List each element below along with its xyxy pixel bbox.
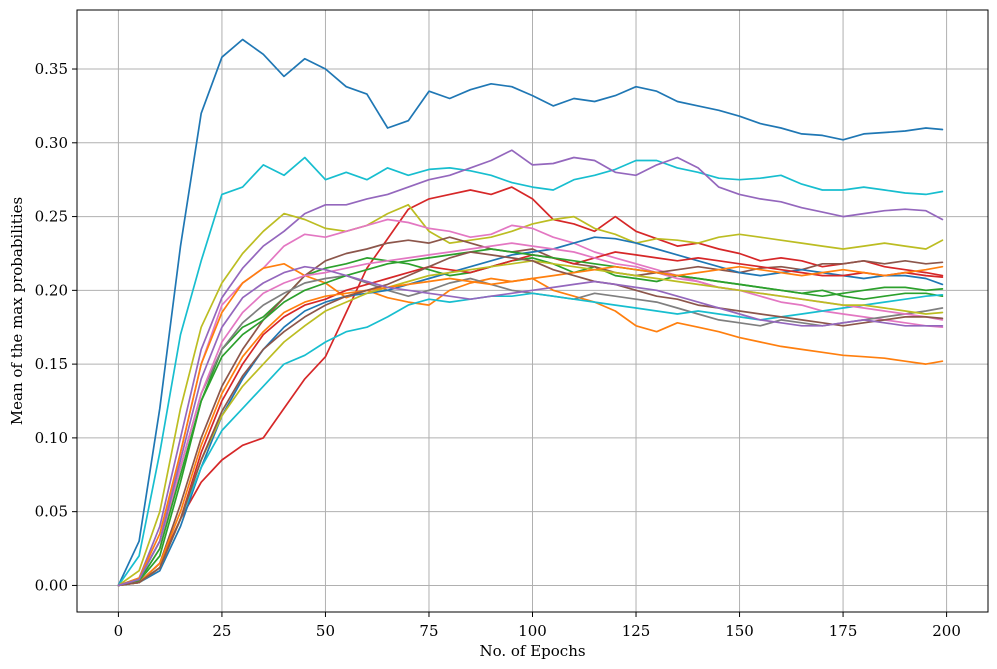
- y-tick-label: 0.10: [35, 429, 68, 447]
- y-axis-ticks: 0.00 0.05 0.10 0.15 0.20 0.25 0.30 0.35: [35, 60, 77, 594]
- series-line-8: [117, 257, 944, 587]
- series-line-17: [117, 265, 944, 587]
- y-tick-label: 0.05: [35, 503, 68, 521]
- x-tick-label: 75: [419, 622, 438, 640]
- x-tick-label: 125: [622, 622, 651, 640]
- y-tick-label: 0.00: [35, 576, 68, 594]
- x-tick-label: 100: [518, 622, 547, 640]
- x-tick-label: 175: [829, 622, 858, 640]
- series-line-5: [117, 203, 944, 587]
- x-axis-label: No. of Epochs: [479, 642, 585, 660]
- series-line-19: [117, 265, 944, 587]
- series-line-11: [117, 236, 944, 587]
- series-line-1: [117, 38, 944, 587]
- series-line-18: [117, 251, 944, 587]
- y-tick-label: 0.25: [35, 208, 68, 226]
- x-axis-ticks: 0 25 50 75 100 125 150 175 200: [114, 612, 961, 640]
- x-tick-label: 150: [725, 622, 754, 640]
- series-line-3: [117, 149, 944, 587]
- y-axis-label: Mean of the max probabilities: [8, 197, 26, 425]
- y-tick-label: 0.35: [35, 60, 68, 78]
- y-tick-label: 0.15: [35, 355, 68, 373]
- grid-lines: [77, 10, 988, 612]
- x-tick-label: 50: [316, 622, 335, 640]
- series-line-9: [117, 236, 944, 587]
- series-line-4: [117, 186, 944, 587]
- series-line-16: [117, 248, 944, 587]
- x-tick-label: 0: [114, 622, 124, 640]
- series-line-13: [117, 292, 944, 587]
- x-tick-label: 25: [212, 622, 231, 640]
- y-tick-label: 0.30: [35, 134, 68, 152]
- y-tick-label: 0.20: [35, 281, 68, 299]
- x-tick-label: 200: [932, 622, 961, 640]
- series-group: [117, 38, 944, 587]
- series-line-2: [117, 156, 944, 587]
